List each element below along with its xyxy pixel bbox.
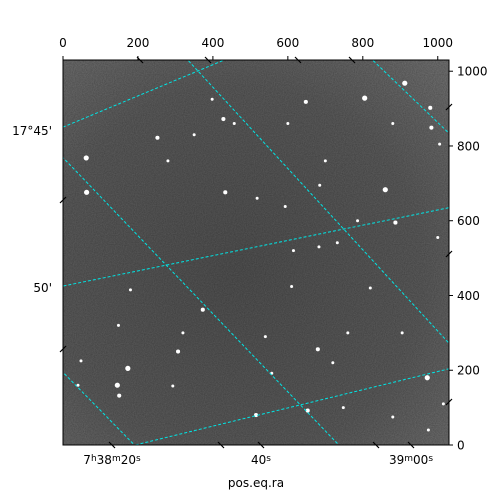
star [429, 125, 434, 130]
star [79, 359, 83, 363]
top-tick-label: 400 [201, 36, 224, 50]
grid-edge-tick [348, 56, 356, 64]
image-noise [63, 60, 449, 445]
star [391, 122, 395, 126]
star [155, 135, 160, 140]
star [400, 331, 404, 335]
grid-edge-tick [108, 441, 116, 449]
star [76, 383, 80, 387]
star [305, 408, 310, 413]
star [346, 331, 350, 335]
star [181, 331, 185, 335]
grid-edge-tick [204, 56, 212, 64]
right-tick-label: 200 [457, 364, 480, 378]
ra-grid-line [371, 60, 449, 134]
right-tick-label: 600 [457, 214, 480, 228]
axis-ticks [59, 56, 453, 449]
ra-grid-line [187, 60, 449, 344]
star [331, 361, 335, 365]
coordinate-grid [63, 60, 449, 445]
star [286, 122, 290, 126]
star [291, 249, 295, 253]
star [221, 117, 226, 122]
grid-edge-tick [59, 196, 67, 204]
ra-grid-line [63, 156, 340, 445]
grid-edge-tick [372, 441, 380, 449]
star [382, 187, 388, 193]
star [255, 196, 259, 200]
top-tick-label: 1000 [422, 36, 453, 50]
top-tick-label: 0 [59, 36, 67, 50]
star [166, 159, 170, 163]
right-tick-label: 400 [457, 289, 480, 303]
frame-border [62, 59, 450, 446]
star [356, 219, 360, 223]
dec-grid-line [133, 368, 449, 445]
grid-edge-tick [217, 441, 225, 449]
grid-edge-tick [294, 56, 302, 64]
grid-edge-tick [136, 56, 144, 64]
star [171, 384, 175, 388]
axis-tick-labels: 0 200 400 600 800 1000 0 200 400 600 800 1000 7h38m2… [12, 36, 487, 467]
ra-tick-label: 7h38m20s [83, 453, 141, 467]
star [428, 105, 433, 110]
star [210, 97, 214, 101]
star [114, 382, 120, 388]
star [318, 183, 322, 187]
grid-edge-tick [445, 250, 453, 258]
plot-frame [62, 59, 450, 446]
star [176, 349, 181, 354]
star [426, 428, 430, 432]
star [116, 323, 120, 327]
star [393, 220, 398, 225]
star [438, 142, 442, 146]
star [192, 133, 196, 137]
star [362, 95, 368, 101]
dec-tick-label: 17°45' [12, 124, 52, 138]
right-tick-label: 1000 [457, 65, 488, 79]
star [323, 159, 327, 163]
star [303, 99, 308, 104]
top-tick-label: 600 [276, 36, 299, 50]
dec-grid-line [63, 207, 449, 287]
star [290, 285, 294, 289]
ra-grid-line [63, 371, 136, 445]
top-tick-label: 800 [351, 36, 374, 50]
star [200, 307, 205, 312]
star [232, 122, 236, 126]
star [341, 406, 345, 410]
grid-edge-tick [407, 441, 415, 449]
star [317, 245, 321, 249]
ra-tick-label: 39m00s [389, 453, 433, 467]
star [335, 241, 339, 245]
star [223, 190, 228, 195]
star [117, 393, 122, 398]
star [436, 236, 440, 240]
star [391, 415, 395, 419]
grid-edge-tick [445, 103, 453, 111]
ra-tick-label: 40s [251, 453, 271, 467]
star [125, 365, 131, 371]
sky-image-background [63, 60, 449, 445]
star [402, 80, 408, 86]
top-tick-label: 200 [126, 36, 149, 50]
star [283, 205, 287, 209]
star [84, 189, 90, 195]
star [83, 155, 89, 161]
star [128, 288, 132, 292]
star [263, 335, 267, 339]
right-tick-label: 800 [457, 139, 480, 153]
star [441, 402, 445, 406]
star [368, 286, 372, 290]
stars [76, 80, 445, 432]
grid-edge-tick [445, 398, 453, 406]
right-tick-label: 0 [457, 439, 465, 453]
star [424, 375, 430, 381]
dec-tick-label: 50' [33, 281, 52, 295]
x-axis-label: pos.eq.ra [228, 476, 284, 490]
grid-edge-tick [59, 345, 67, 353]
grid-edge-tick [257, 441, 265, 449]
star [315, 347, 320, 352]
